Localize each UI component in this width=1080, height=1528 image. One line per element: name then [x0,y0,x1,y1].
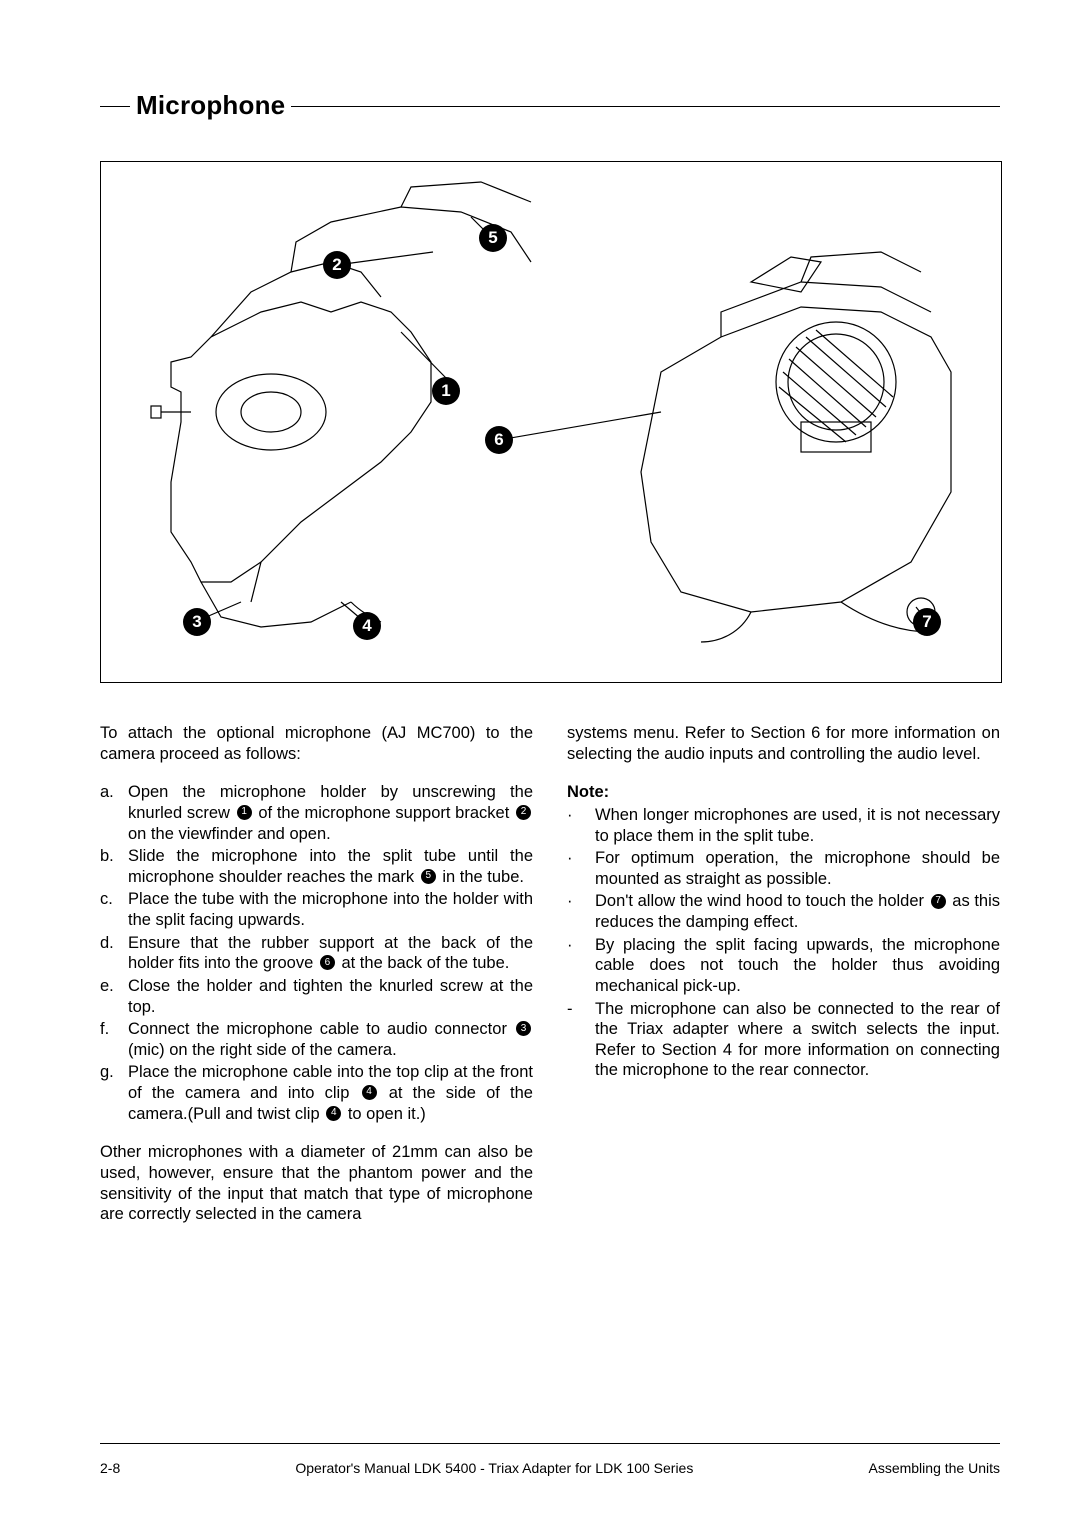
step-text: Ensure that the rubber support at the ba… [128,933,533,974]
step-marker: e. [100,976,128,1017]
note-marker: · [567,891,595,932]
note-item: -The microphone can also be connected to… [567,999,1000,1082]
section-heading: Microphone [136,90,285,121]
left-column: To attach the optional microphone (AJ MC… [100,723,533,1225]
note-text: Don't allow the wind hood to touch the h… [595,891,1000,932]
figure-callout-4: 4 [353,612,381,640]
heading-rule-right [291,106,1000,107]
body-columns: To attach the optional microphone (AJ MC… [100,723,1000,1225]
inline-callout-5: 5 [421,869,436,884]
figure-callout-3: 3 [183,608,211,636]
note-marker: · [567,935,595,997]
step-marker: g. [100,1062,128,1124]
steps-list: a.Open the microphone holder by unscrewi… [100,782,533,1124]
step-marker: b. [100,846,128,887]
inline-callout-3: 3 [516,1021,531,1036]
step-text: Place the microphone cable into the top … [128,1062,533,1124]
step-text: Connect the microphone cable to audio co… [128,1019,533,1060]
footer-rule [100,1443,1000,1444]
note-item: ·When longer microphones are used, it is… [567,805,1000,846]
step-text: Place the tube with the microphone into … [128,889,533,930]
note-item: ·Don't allow the wind hood to touch the … [567,891,1000,932]
inline-callout-4: 4 [362,1085,377,1100]
note-text: By placing the split facing upwards, the… [595,935,1000,997]
heading-rule-left [100,106,130,107]
note-text: For optimum operation, the microphone sh… [595,848,1000,889]
footer-manual-title: Operator's Manual LDK 5400 - Triax Adapt… [120,1460,868,1476]
step-text: Slide the microphone into the split tube… [128,846,533,887]
step-marker: f. [100,1019,128,1060]
note-marker: · [567,848,595,889]
step-marker: c. [100,889,128,930]
figure-callout-2: 2 [323,251,351,279]
note-marker: · [567,805,595,846]
note-label: Note: [567,782,1000,803]
step-text: Close the holder and tighten the knurled… [128,976,533,1017]
note-text: The microphone can also be connected to … [595,999,1000,1082]
step-text: Open the microphone holder by unscrewing… [128,782,533,844]
inline-callout-7: 7 [931,894,946,909]
outro-paragraph: Other microphones with a diameter of 21m… [100,1142,533,1225]
inline-callout-4: 4 [326,1106,341,1121]
step-item: g.Place the microphone cable into the to… [100,1062,533,1124]
figure-callout-5: 5 [479,224,507,252]
right-column: systems menu. Refer to Section 6 for mor… [567,723,1000,1225]
figure-svg [101,162,1001,682]
inline-callout-1: 1 [237,805,252,820]
figure-callout-1: 1 [432,377,460,405]
page-footer: 2-8 Operator's Manual LDK 5400 - Triax A… [100,1443,1000,1476]
footer-section-title: Assembling the Units [868,1460,1000,1476]
step-marker: a. [100,782,128,844]
intro-paragraph: To attach the optional microphone (AJ MC… [100,723,533,764]
step-item: e.Close the holder and tighten the knurl… [100,976,533,1017]
figure-callout-7: 7 [913,608,941,636]
notes-list: ·When longer microphones are used, it is… [567,805,1000,1081]
step-item: b.Slide the microphone into the split tu… [100,846,533,887]
note-text: When longer microphones are used, it is … [595,805,1000,846]
step-item: d.Ensure that the rubber support at the … [100,933,533,974]
continuation-paragraph: systems menu. Refer to Section 6 for mor… [567,723,1000,764]
step-item: c.Place the tube with the microphone int… [100,889,533,930]
figure-callout-6: 6 [485,426,513,454]
note-marker: - [567,999,595,1082]
step-item: f.Connect the microphone cable to audio … [100,1019,533,1060]
step-marker: d. [100,933,128,974]
inline-callout-2: 2 [516,805,531,820]
inline-callout-6: 6 [320,955,335,970]
footer-page-number: 2-8 [100,1460,120,1476]
figure-box: 5 2 16 3 4 7 [100,161,1002,683]
note-item: ·For optimum operation, the microphone s… [567,848,1000,889]
section-heading-row: Microphone [100,90,1000,121]
note-item: ·By placing the split facing upwards, th… [567,935,1000,997]
step-item: a.Open the microphone holder by unscrewi… [100,782,533,844]
